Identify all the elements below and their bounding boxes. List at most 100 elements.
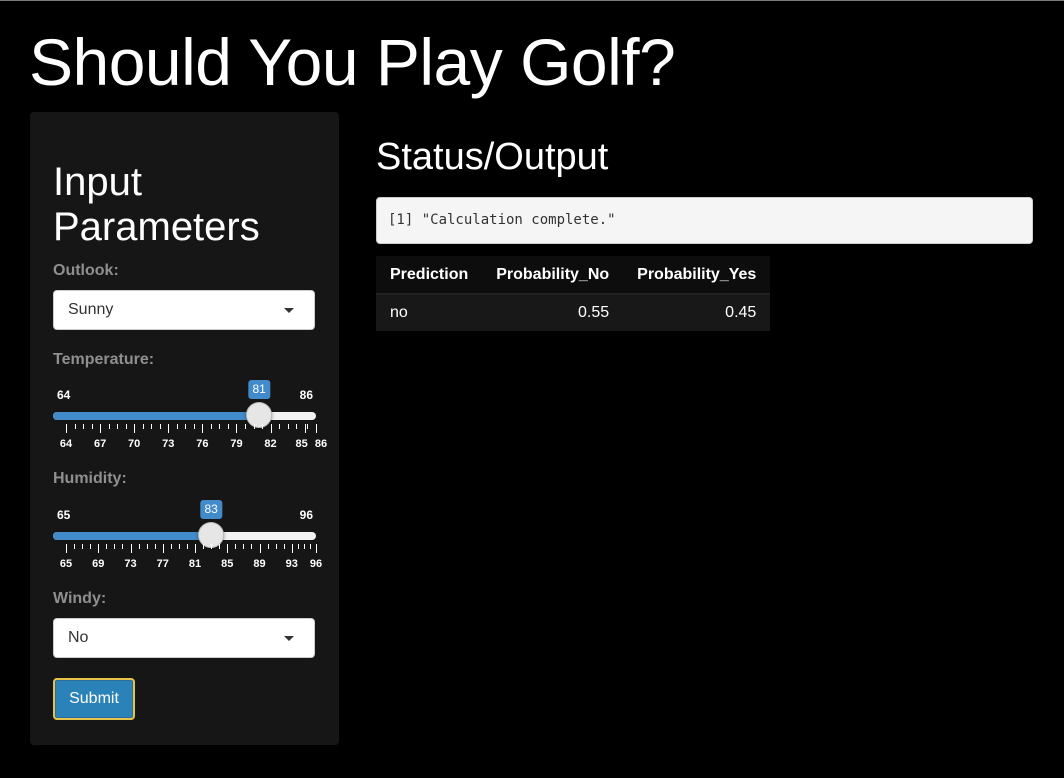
temperature-min-label: 64 xyxy=(57,388,71,402)
temperature-minor-tick xyxy=(253,424,255,429)
humidity-major-tick xyxy=(66,544,67,553)
temperature-tick-label: 85 xyxy=(295,438,308,450)
humidity-minor-tick xyxy=(211,544,213,549)
temperature-minor-tick xyxy=(125,424,127,429)
humidity-major-tick xyxy=(98,544,100,553)
temperature-major-tick xyxy=(270,424,272,433)
windy-select[interactable]: No xyxy=(53,618,315,658)
top-border xyxy=(0,0,1064,1)
header-probability-yes: Probability_Yes xyxy=(623,256,771,295)
humidity-minor-tick xyxy=(309,544,311,549)
humidity-minor-tick xyxy=(178,544,180,549)
temperature-tick-label: 64 xyxy=(59,438,73,450)
temperature-minor-tick xyxy=(74,424,76,429)
chevron-down-icon xyxy=(284,636,294,641)
temperature-major-tick xyxy=(304,424,306,433)
temperature-slider-handle[interactable] xyxy=(246,402,273,428)
humidity-minor-tick xyxy=(122,544,124,549)
humidity-minor-tick xyxy=(90,544,92,549)
temperature-slider-fill xyxy=(53,412,260,420)
temperature-minor-tick xyxy=(91,424,93,429)
temperature-tick-labels: 64 67 70 73 76 79 82 85 86 xyxy=(53,438,327,452)
temperature-minor-tick xyxy=(151,424,153,429)
humidity-minor-tick xyxy=(297,544,299,549)
humidity-min-label: 65 xyxy=(57,508,71,522)
temperature-tick-label: 76 xyxy=(196,438,209,450)
temperature-minor-tick xyxy=(227,424,229,429)
temperature-minor-tick xyxy=(279,424,281,429)
status-output: [1] "Calculation complete." xyxy=(376,197,1033,244)
header-prediction: Prediction xyxy=(376,256,483,295)
temperature-major-tick xyxy=(236,424,238,433)
humidity-minor-tick xyxy=(267,544,269,549)
humidity-minor-tick xyxy=(146,544,148,549)
humidity-minor-tick xyxy=(243,544,245,549)
humidity-label: Humidity: xyxy=(53,470,127,487)
humidity-minor-tick xyxy=(275,544,277,549)
temperature-tick-label: 73 xyxy=(162,438,175,450)
temperature-minor-tick xyxy=(219,424,221,429)
temperature-major-tick xyxy=(66,424,67,433)
table-row: no 0.55 0.45 xyxy=(376,294,771,331)
temperature-minor-tick xyxy=(307,424,309,429)
temperature-minor-tick xyxy=(185,424,187,429)
table-header-row: Prediction Probability_No Probability_Ye… xyxy=(376,256,771,295)
temperature-major-tick xyxy=(202,424,204,433)
outlook-label: Outlook: xyxy=(53,262,119,279)
humidity-slider[interactable]: 65 96 83 65 69 73 77 81 85 89 93 96 xyxy=(53,500,322,578)
temperature-tick-label: 70 xyxy=(128,438,141,450)
humidity-minor-tick xyxy=(186,544,188,549)
sidebar-heading: Input Parameters xyxy=(53,160,303,250)
sidebar-heading-text: Input Parameters xyxy=(53,160,260,249)
temperature-tick-label: 67 xyxy=(93,438,107,450)
temperature-major-tick xyxy=(100,424,102,433)
humidity-major-tick xyxy=(130,544,132,553)
temperature-minor-tick xyxy=(296,424,298,429)
humidity-slider-fill xyxy=(53,532,212,540)
humidity-minor-tick xyxy=(303,544,305,549)
temperature-minor-tick xyxy=(193,424,195,429)
humidity-tick-label: 65 xyxy=(59,558,73,570)
humidity-minor-tick xyxy=(170,544,172,549)
output-title: Status/Output xyxy=(376,136,609,178)
temperature-major-tick xyxy=(316,424,317,433)
temperature-minor-tick xyxy=(159,424,161,429)
humidity-major-tick xyxy=(316,544,317,553)
humidity-minor-tick xyxy=(235,544,237,549)
humidity-tick-label: 93 xyxy=(285,558,298,570)
submit-button[interactable]: Submit xyxy=(53,678,135,720)
humidity-ticks xyxy=(53,544,317,554)
page-title: Should You Play Golf? xyxy=(29,25,676,99)
cell-probability-yes: 0.45 xyxy=(623,294,771,331)
humidity-major-tick xyxy=(291,544,293,553)
temperature-minor-tick xyxy=(108,424,110,429)
temperature-tick-label: 86 xyxy=(314,438,328,450)
header-probability-no: Probability_No xyxy=(482,256,624,295)
temperature-major-tick xyxy=(134,424,136,433)
temperature-ticks xyxy=(53,424,317,434)
humidity-minor-tick xyxy=(219,544,221,549)
humidity-minor-tick xyxy=(203,544,205,549)
temperature-minor-tick xyxy=(176,424,178,429)
temperature-label: Temperature: xyxy=(53,351,155,368)
temperature-minor-tick xyxy=(210,424,212,429)
outlook-select[interactable]: Sunny xyxy=(53,290,315,330)
results-table: Prediction Probability_No Probability_Ye… xyxy=(376,256,771,331)
temperature-value-bubble: 81 xyxy=(248,380,270,399)
humidity-minor-tick xyxy=(154,544,156,549)
windy-selected-value: No xyxy=(68,629,89,646)
humidity-value-bubble: 83 xyxy=(200,500,222,519)
humidity-tick-label: 77 xyxy=(156,558,169,570)
humidity-tick-label: 89 xyxy=(253,558,266,570)
outlook-selected-value: Sunny xyxy=(68,301,114,318)
humidity-major-tick xyxy=(259,544,261,553)
humidity-minor-tick xyxy=(106,544,108,549)
humidity-major-tick xyxy=(227,544,229,553)
temperature-minor-tick xyxy=(117,424,119,429)
humidity-major-tick xyxy=(162,544,164,553)
humidity-max-label: 96 xyxy=(299,508,313,522)
humidity-major-tick xyxy=(195,544,197,553)
temperature-slider[interactable]: 64 86 81 64 67 70 73 76 79 82 85 86 xyxy=(53,380,327,458)
input-sidebar: Input Parameters Outlook: Sunny Temperat… xyxy=(30,112,339,745)
windy-label: Windy: xyxy=(53,590,107,607)
